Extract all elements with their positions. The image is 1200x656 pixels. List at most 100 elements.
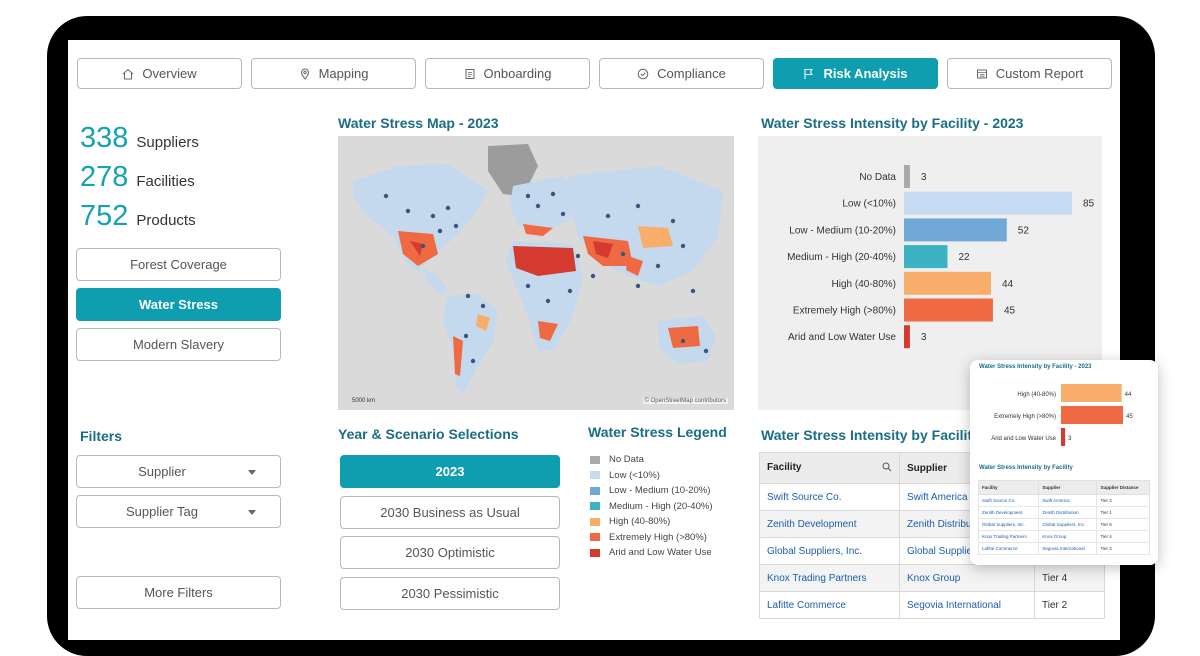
legend-item: Low (<10%)	[590, 470, 660, 481]
location-pin-icon	[300, 68, 309, 80]
overlay-facility-header: Facility	[977, 480, 1040, 495]
mobile-preview-card: Water Stress Intensity by Facility - 202…	[970, 360, 1158, 565]
supplier-dropdown[interactable]: Supplier	[76, 455, 281, 488]
overlay-cell: Zenith Development	[977, 506, 1040, 519]
overlay-bar-label: High (40-80%)	[1017, 392, 1056, 398]
legend-swatch	[590, 486, 600, 495]
dropdown-value: Supplier	[138, 464, 186, 479]
bar-value-label: 3	[921, 332, 927, 343]
bar-value-label: 45	[1004, 306, 1016, 317]
year-title: Year & Scenario Selections	[338, 426, 519, 442]
overlay-cell: Tier 1	[1096, 506, 1150, 519]
table-row[interactable]: Knox Trading Partners Knox Group Tier 4	[759, 564, 1105, 592]
supplier-tag-dropdown[interactable]: Supplier Tag	[76, 495, 281, 528]
overlay-table-row: Global Suppliers, Inc. Global Suppliers, …	[977, 518, 1150, 531]
overlay-chart-title: Water Stress Intensity by Facility - 202…	[979, 364, 1092, 370]
overlay-supplier-header: Supplier	[1038, 480, 1098, 495]
stat-products: 752 Products	[80, 200, 196, 233]
overlay-bar	[1061, 384, 1122, 402]
facility-link[interactable]: Zenith Development	[759, 510, 900, 538]
document-icon	[465, 68, 475, 79]
facility-table: Facility Supplier Swift Source Co. Swift …	[759, 452, 1105, 619]
bar[interactable]	[904, 165, 910, 188]
legend-swatch	[590, 455, 600, 464]
overlay-bar-value: 44	[1125, 392, 1132, 398]
bar-category-label: Low - Medium (10-20%)	[789, 225, 896, 236]
overlay-distance-header: Supplier Distance	[1096, 480, 1150, 495]
facility-link[interactable]: Global Suppliers, Inc.	[759, 537, 900, 565]
bar[interactable]	[904, 325, 910, 349]
chevron-down-icon	[248, 470, 256, 475]
legend-swatch	[590, 533, 600, 541]
table-row[interactable]: Lafitte Commerce Segovia International Tie…	[759, 591, 1105, 619]
world-map	[338, 136, 734, 410]
supplier-link[interactable]: Knox Group	[899, 564, 1035, 592]
bar-category-label: Medium - High (20-40%)	[787, 252, 896, 263]
map-attribution[interactable]: © OpenStreetMap contributors	[642, 398, 728, 404]
bar-chart: No Data 3 Low (<10%) 85 Low - Medium (10-20%…	[787, 165, 1095, 349]
stat-label: Products	[136, 212, 196, 229]
facility-header[interactable]: Facility	[759, 452, 900, 484]
forest-coverage-button[interactable]: Forest Coverage	[76, 248, 281, 281]
table-title: Water Stress Intensity by Facility	[761, 427, 980, 443]
facility-link[interactable]: Knox Trading Partners	[759, 564, 900, 592]
legend-item: Extremely High (>80%)	[590, 532, 707, 543]
bar[interactable]	[904, 218, 1007, 242]
tier-cell: Tier 4	[1034, 564, 1105, 592]
tab-label: Custom Report	[995, 66, 1084, 81]
bar[interactable]	[904, 298, 993, 322]
search-icon[interactable]	[882, 462, 892, 475]
overlay-cell: Tier 2	[1096, 542, 1150, 555]
tab-custom-report[interactable]: Custom Report	[947, 58, 1112, 89]
overlay-bar-label: Extremely High (>80%)	[994, 414, 1056, 420]
tab-risk-analysis[interactable]: Risk Analysis	[773, 58, 938, 89]
supplier-link[interactable]: Segovia International	[899, 591, 1035, 619]
bar-category-label: High (40-80%)	[832, 279, 896, 290]
scenario-pessimistic-button[interactable]: 2030 Pessimistic	[340, 577, 560, 610]
chart-title: Water Stress Intensity by Facility - 202…	[761, 115, 1024, 131]
facility-link[interactable]: Swift Source Co.	[759, 483, 900, 511]
tab-onboarding[interactable]: Onboarding	[425, 58, 590, 89]
tab-label: Risk Analysis	[823, 66, 908, 81]
overlay-table-row: Zenith Development Zenith Distribution Tie…	[977, 506, 1150, 519]
legend-swatch	[590, 471, 600, 479]
more-filters-button[interactable]: More Filters	[76, 576, 281, 609]
bar-category-label: Extremely High (>80%)	[793, 306, 896, 317]
tab-label: Onboarding	[483, 66, 552, 81]
bar-category-label: Low (<10%)	[842, 199, 896, 210]
scenario-bau-button[interactable]: 2030 Business as Usual	[340, 496, 560, 529]
bar[interactable]	[904, 191, 1072, 215]
water-stress-button[interactable]: Water Stress	[76, 288, 281, 321]
tab-mapping[interactable]: Mapping	[251, 58, 416, 89]
bar-value-label: 22	[958, 252, 970, 263]
overlay-cell: Global Suppliers, Inc.	[1038, 518, 1098, 531]
overlay-table-title: Water Stress Intensity by Facility	[979, 465, 1073, 471]
legend-label: Arid and Low Water Use	[609, 547, 712, 558]
bar-category-label: No Data	[859, 172, 896, 183]
chevron-down-icon	[248, 510, 256, 515]
modern-slavery-button[interactable]: Modern Slavery	[76, 328, 281, 361]
map-scale: 5000 km	[352, 398, 375, 404]
overlay-bar-value: 45	[1126, 414, 1133, 420]
legend-label: Extremely High (>80%)	[609, 531, 707, 543]
legend-label: Medium - High (20-40%)	[609, 500, 713, 512]
facility-link[interactable]: Lafitte Commerce	[759, 591, 900, 619]
tab-compliance[interactable]: Compliance	[599, 58, 764, 89]
year-2023-button[interactable]: 2023	[340, 455, 560, 488]
overlay-cell: Tier 4	[1096, 530, 1150, 543]
stat-label: Facilities	[136, 173, 195, 190]
stat-facilities: 278 Facilities	[80, 161, 195, 194]
scenario-optimistic-button[interactable]: 2030 Optimistic	[340, 536, 560, 569]
legend-item: No Data	[590, 454, 644, 465]
tab-label: Mapping	[318, 66, 369, 81]
bar[interactable]	[904, 245, 948, 269]
overlay-cell: Zenith Distribution	[1038, 506, 1098, 519]
bar[interactable]	[904, 271, 991, 295]
water-stress-map[interactable]: 5000 km © OpenStreetMap contributors	[338, 136, 734, 410]
tab-overview[interactable]: Overview	[77, 58, 242, 89]
legend-swatch	[590, 502, 600, 510]
check-circle-icon	[637, 68, 649, 79]
legend-swatch	[590, 517, 600, 526]
overlay-cell: Swift America	[1038, 494, 1098, 507]
legend-label: High (40-80%)	[609, 516, 671, 527]
